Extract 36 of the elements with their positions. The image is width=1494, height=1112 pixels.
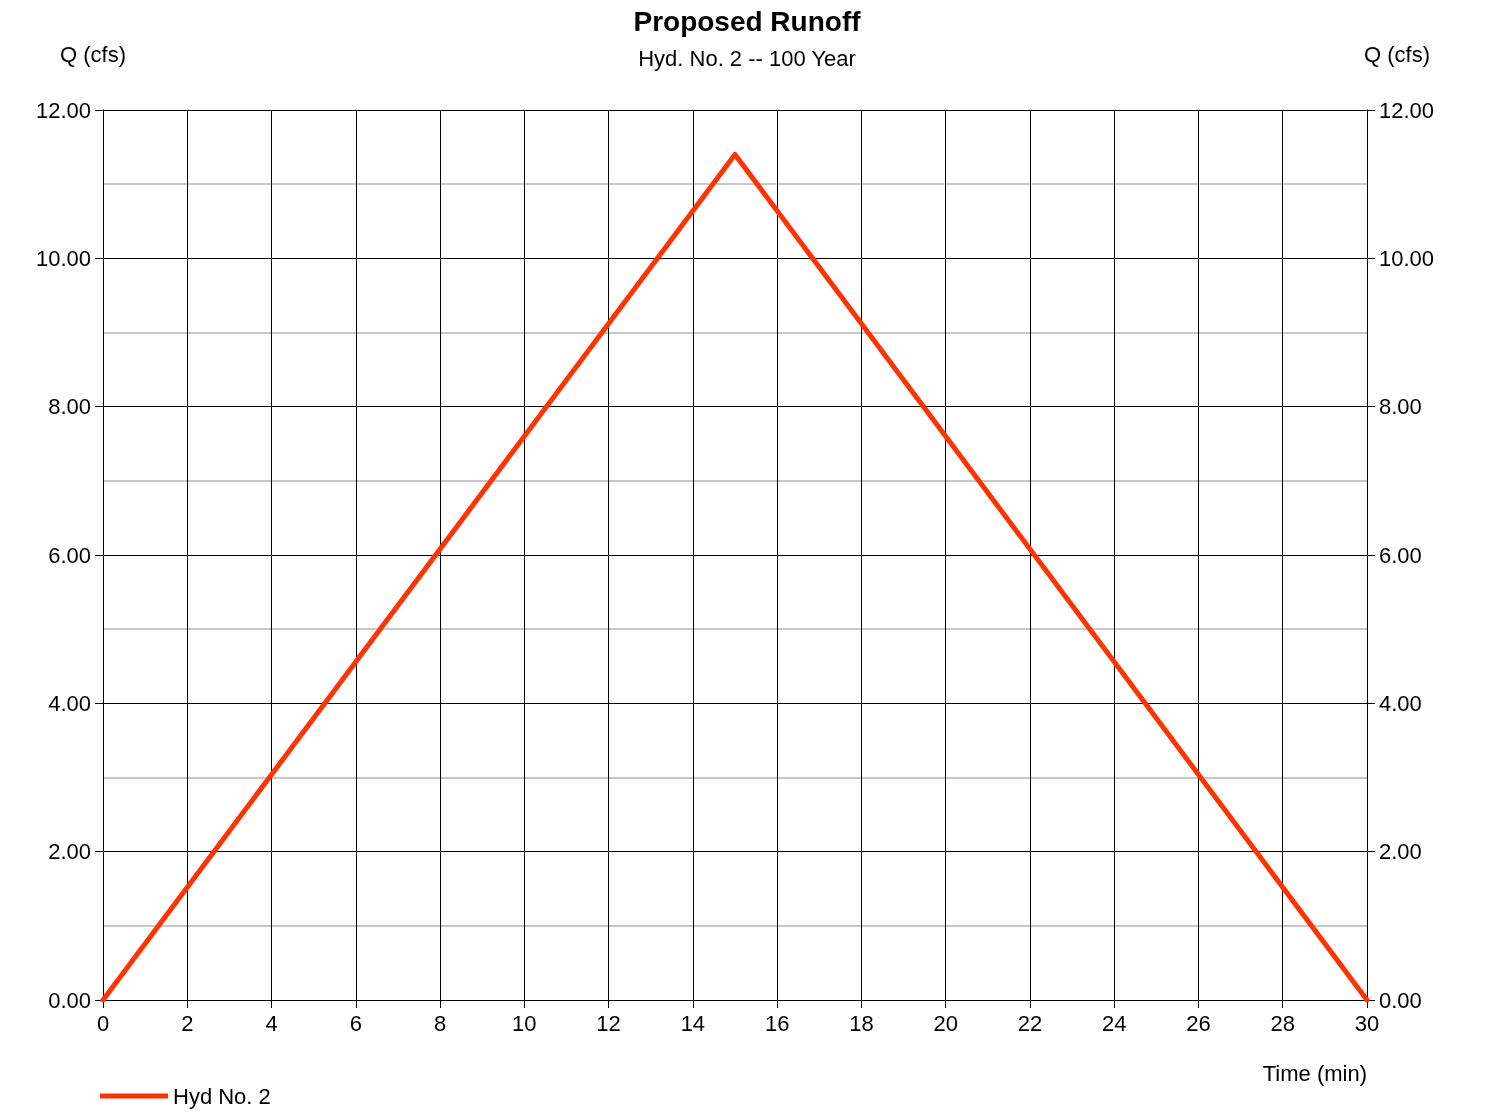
chart-subtitle: Hyd. No. 2 -- 100 Year [638,45,856,71]
x-tick-label: 16 [764,1010,790,1036]
y2-tick-label: 8.00 [1379,394,1422,420]
y-tick-label: 2.00 [48,839,91,865]
y-tick-label: 8.00 [48,394,91,420]
y2-axis-title: Q (cfs) [1364,41,1430,67]
y-tick-label: 0.00 [48,987,91,1013]
x-tick-label: 4 [265,1010,278,1036]
legend-label: Hyd No. 2 [173,1083,271,1109]
x-tick-label: 18 [849,1010,874,1036]
x-tick-label: 24 [1101,1010,1127,1036]
y-tick-label: 6.00 [48,542,91,568]
y2-tick-label: 0.00 [1379,987,1422,1013]
x-tick-label: 20 [933,1010,958,1036]
y-tick-label: 4.00 [48,690,91,716]
y-tick-label: 10.00 [35,245,91,271]
x-axis-title: Time (min) [1262,1060,1367,1086]
chart-title: Proposed Runoff [633,5,862,37]
x-tick-label: 30 [1354,1010,1380,1036]
y2-tick-label: 6.00 [1379,542,1422,568]
x-tick-label: 10 [512,1010,537,1036]
x-tick-label: 8 [433,1010,447,1036]
x-tick-label: 14 [680,1010,706,1036]
y2-tick-label: 2.00 [1379,839,1422,865]
x-tick-label: 2 [181,1010,194,1036]
y-tick-label: 12.00 [35,97,91,123]
x-tick-label: 26 [1186,1010,1211,1036]
x-tick-label: 0 [96,1010,110,1036]
x-tick-label: 6 [349,1010,362,1036]
x-tick-label: 22 [1017,1010,1043,1036]
y2-tick-label: 12.00 [1379,97,1435,123]
y2-tick-label: 10.00 [1379,245,1435,271]
x-tick-label: 12 [596,1010,621,1036]
x-tick-label: 28 [1270,1010,1295,1036]
y-axis-title: Q (cfs) [60,41,126,67]
y2-tick-label: 4.00 [1379,690,1422,716]
